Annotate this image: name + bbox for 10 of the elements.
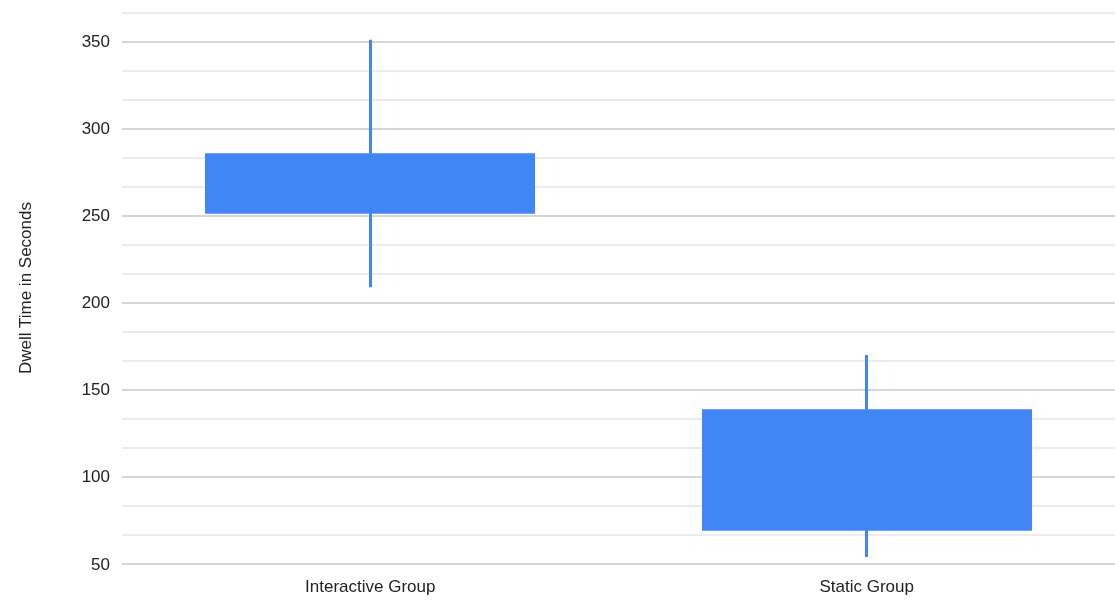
x-tick-label: Interactive Group — [305, 577, 436, 596]
y-axis-title: Dwell Time in Seconds — [16, 202, 35, 374]
y-tick-label: 250 — [81, 206, 110, 226]
y-tick-label: 300 — [81, 119, 110, 139]
y-tick-label: 150 — [81, 380, 110, 400]
y-tick-label: 200 — [81, 293, 110, 313]
y-tick-label: 350 — [81, 32, 110, 52]
y-tick-label: 100 — [81, 467, 110, 487]
x-tick-label: Static Group — [819, 577, 914, 596]
y-tick-label: 50 — [91, 554, 110, 574]
